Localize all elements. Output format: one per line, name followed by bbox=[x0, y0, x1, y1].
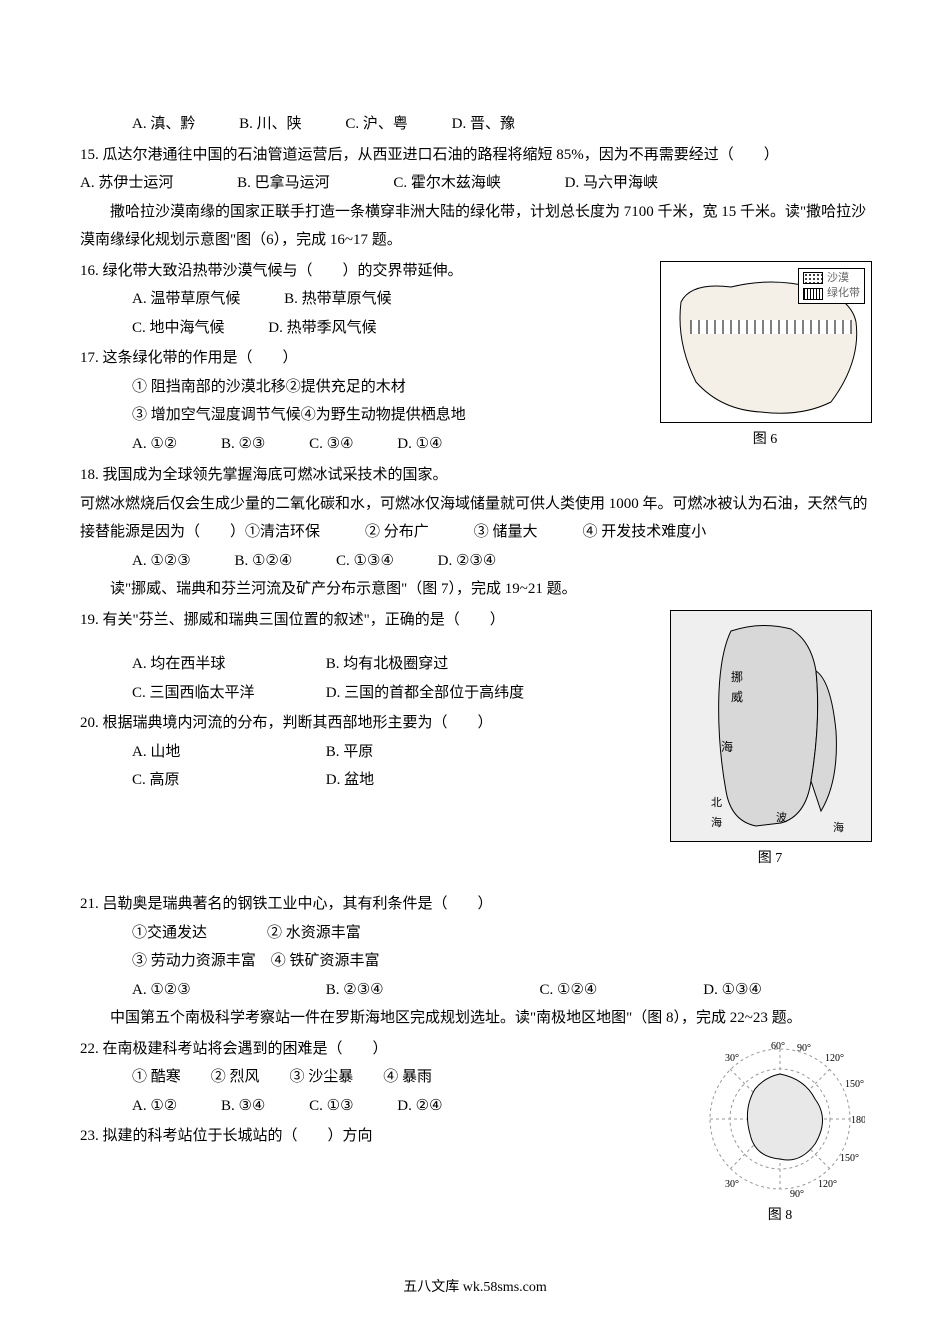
svg-text:120°: 120° bbox=[825, 1053, 844, 1064]
svg-text:90°: 90° bbox=[790, 1189, 804, 1199]
figure-8-caption: 图 8 bbox=[690, 1203, 870, 1230]
q17-opt-c: C. ③④ bbox=[309, 430, 353, 459]
q15-options: A. 苏伊士运河 B. 巴拿马运河 C. 霍尔木兹海峡 D. 马六甲海峡 bbox=[80, 169, 870, 198]
q15-opt-d: D. 马六甲海峡 bbox=[565, 169, 658, 198]
svg-text:30°: 30° bbox=[725, 1179, 739, 1190]
footer-text: 五八文库 wk.58sms.com bbox=[80, 1275, 870, 1302]
svg-text:北: 北 bbox=[711, 796, 722, 809]
q18-opt-a: A. ①②③ bbox=[132, 547, 191, 576]
q21-options: A. ①②③ B. ②③④ C. ①②④ D. ①③④ bbox=[80, 976, 870, 1005]
q21-opt-a: A. ①②③ bbox=[132, 976, 282, 1005]
q16-opt-a: A. 温带草原气候 bbox=[132, 285, 240, 314]
q18-opt-c: C. ①③④ bbox=[336, 547, 394, 576]
q19-opt-c: C. 三国西临太平洋 bbox=[132, 679, 282, 708]
svg-text:120°: 120° bbox=[818, 1179, 837, 1190]
q15-text: 15. 瓜达尔港通往中国的石油管道运营后，从西亚进口石油的路程将缩短 85%，因… bbox=[80, 141, 870, 170]
q17-opt-a: A. ①② bbox=[132, 430, 177, 459]
legend-desert-icon bbox=[803, 272, 823, 284]
q20-opt-c: C. 高原 bbox=[132, 766, 282, 795]
svg-text:150°: 150° bbox=[840, 1153, 859, 1164]
q22-opt-d: D. ②④ bbox=[397, 1092, 442, 1121]
q15-opt-b: B. 巴拿马运河 bbox=[237, 169, 330, 198]
q14-opt-b: B. 川、陕 bbox=[239, 110, 302, 139]
q18-body: 可燃冰燃烧后仅会生成少量的二氧化碳和水，可燃冰仅海域储量就可供人类使用 1000… bbox=[80, 490, 870, 547]
svg-text:150°: 150° bbox=[845, 1079, 864, 1090]
q21-opt-b: B. ②③④ bbox=[326, 976, 496, 1005]
q18-options: A. ①②③ B. ①②④ C. ①③④ D. ②③④ bbox=[80, 547, 870, 576]
q16-opt-d: D. 热带季风气候 bbox=[268, 314, 376, 343]
figure-6: 沙漠 绿化带 图 6 bbox=[660, 261, 870, 454]
spacer bbox=[80, 878, 870, 888]
figure-7-caption: 图 7 bbox=[670, 846, 870, 873]
legend-greenbelt-icon bbox=[803, 288, 823, 300]
q18-opt-d: D. ②③④ bbox=[438, 547, 497, 576]
p22-intro: 中国第五个南极科学考察站一件在罗斯海地区完成规划选址。读"南极地区地图"（图 8… bbox=[80, 1004, 870, 1033]
figure-6-caption: 图 6 bbox=[660, 427, 870, 454]
q17-opt-d: D. ①④ bbox=[397, 430, 442, 459]
q22-opt-a: A. ①② bbox=[132, 1092, 177, 1121]
q14-opt-a: A. 滇、黔 bbox=[132, 110, 195, 139]
svg-text:180°: 180° bbox=[851, 1115, 865, 1126]
svg-text:挪: 挪 bbox=[731, 670, 743, 684]
q18-opt-b: B. ①②④ bbox=[234, 547, 292, 576]
legend-desert-label: 沙漠 bbox=[827, 271, 849, 286]
q21-text: 21. 吕勒奥是瑞典著名的钢铁工业中心，其有利条件是（ ） bbox=[80, 890, 870, 919]
svg-text:90°: 90° bbox=[797, 1043, 811, 1054]
figure-6-legend: 沙漠 绿化带 bbox=[798, 268, 865, 305]
map-antarctica-icon: 60° 90° 120° 150° 180° 150° 120° 90° 30°… bbox=[695, 1039, 865, 1199]
q19-opt-a: A. 均在西半球 bbox=[132, 650, 282, 679]
q14-opt-d: D. 晋、豫 bbox=[452, 110, 515, 139]
q20-opt-a: A. 山地 bbox=[132, 738, 282, 767]
q18-text: 18. 我国成为全球领先掌握海底可燃冰试采技术的国家。 bbox=[80, 461, 870, 490]
q14-options: A. 滇、黔 B. 川、陕 C. 沪、粤 D. 晋、豫 bbox=[80, 110, 870, 139]
svg-text:海: 海 bbox=[833, 820, 844, 834]
svg-text:30°: 30° bbox=[725, 1053, 739, 1064]
q20-opt-d: D. 盆地 bbox=[326, 766, 374, 795]
q15-opt-a: A. 苏伊士运河 bbox=[80, 169, 173, 198]
q19-opt-b: B. 均有北极圈穿过 bbox=[326, 650, 449, 679]
p19-intro: 读"挪威、瑞典和芬兰河流及矿产分布示意图"（图 7），完成 19~21 题。 bbox=[80, 575, 870, 604]
figure-7: 挪 威 海 波 北 海 海 图 7 bbox=[670, 610, 870, 873]
q22-opt-b: B. ③④ bbox=[221, 1092, 265, 1121]
q21-opt-d: D. ①③④ bbox=[703, 976, 762, 1005]
q21-line2: ③ 劳动力资源丰富 ④ 铁矿资源丰富 bbox=[80, 947, 870, 976]
svg-text:海: 海 bbox=[721, 739, 733, 754]
figure-8: 60° 90° 120° 150° 180° 150° 120° 90° 30°… bbox=[690, 1039, 870, 1230]
legend-greenbelt-label: 绿化带 bbox=[827, 286, 860, 301]
q14-opt-c: C. 沪、粤 bbox=[345, 110, 408, 139]
q21-opt-c: C. ①②④ bbox=[540, 976, 660, 1005]
q19-opt-d: D. 三国的首都全部位于高纬度 bbox=[326, 679, 524, 708]
p16-intro: 撒哈拉沙漠南缘的国家正联手打造一条横穿非洲大陆的绿化带，计划总长度为 7100 … bbox=[80, 198, 870, 255]
q22-opt-c: C. ①③ bbox=[309, 1092, 353, 1121]
svg-text:威: 威 bbox=[731, 690, 743, 704]
q20-opt-b: B. 平原 bbox=[326, 738, 374, 767]
q16-opt-c: C. 地中海气候 bbox=[132, 314, 225, 343]
svg-text:海: 海 bbox=[711, 815, 722, 829]
q21-line1: ①交通发达 ② 水资源丰富 bbox=[80, 919, 870, 948]
map-nordic-icon: 挪 威 海 波 北 海 海 bbox=[671, 611, 871, 841]
q15-opt-c: C. 霍尔木兹海峡 bbox=[393, 169, 501, 198]
svg-text:60°: 60° bbox=[771, 1041, 785, 1052]
q17-opt-b: B. ②③ bbox=[221, 430, 265, 459]
svg-text:波: 波 bbox=[776, 811, 787, 824]
q16-opt-b: B. 热带草原气候 bbox=[284, 285, 392, 314]
